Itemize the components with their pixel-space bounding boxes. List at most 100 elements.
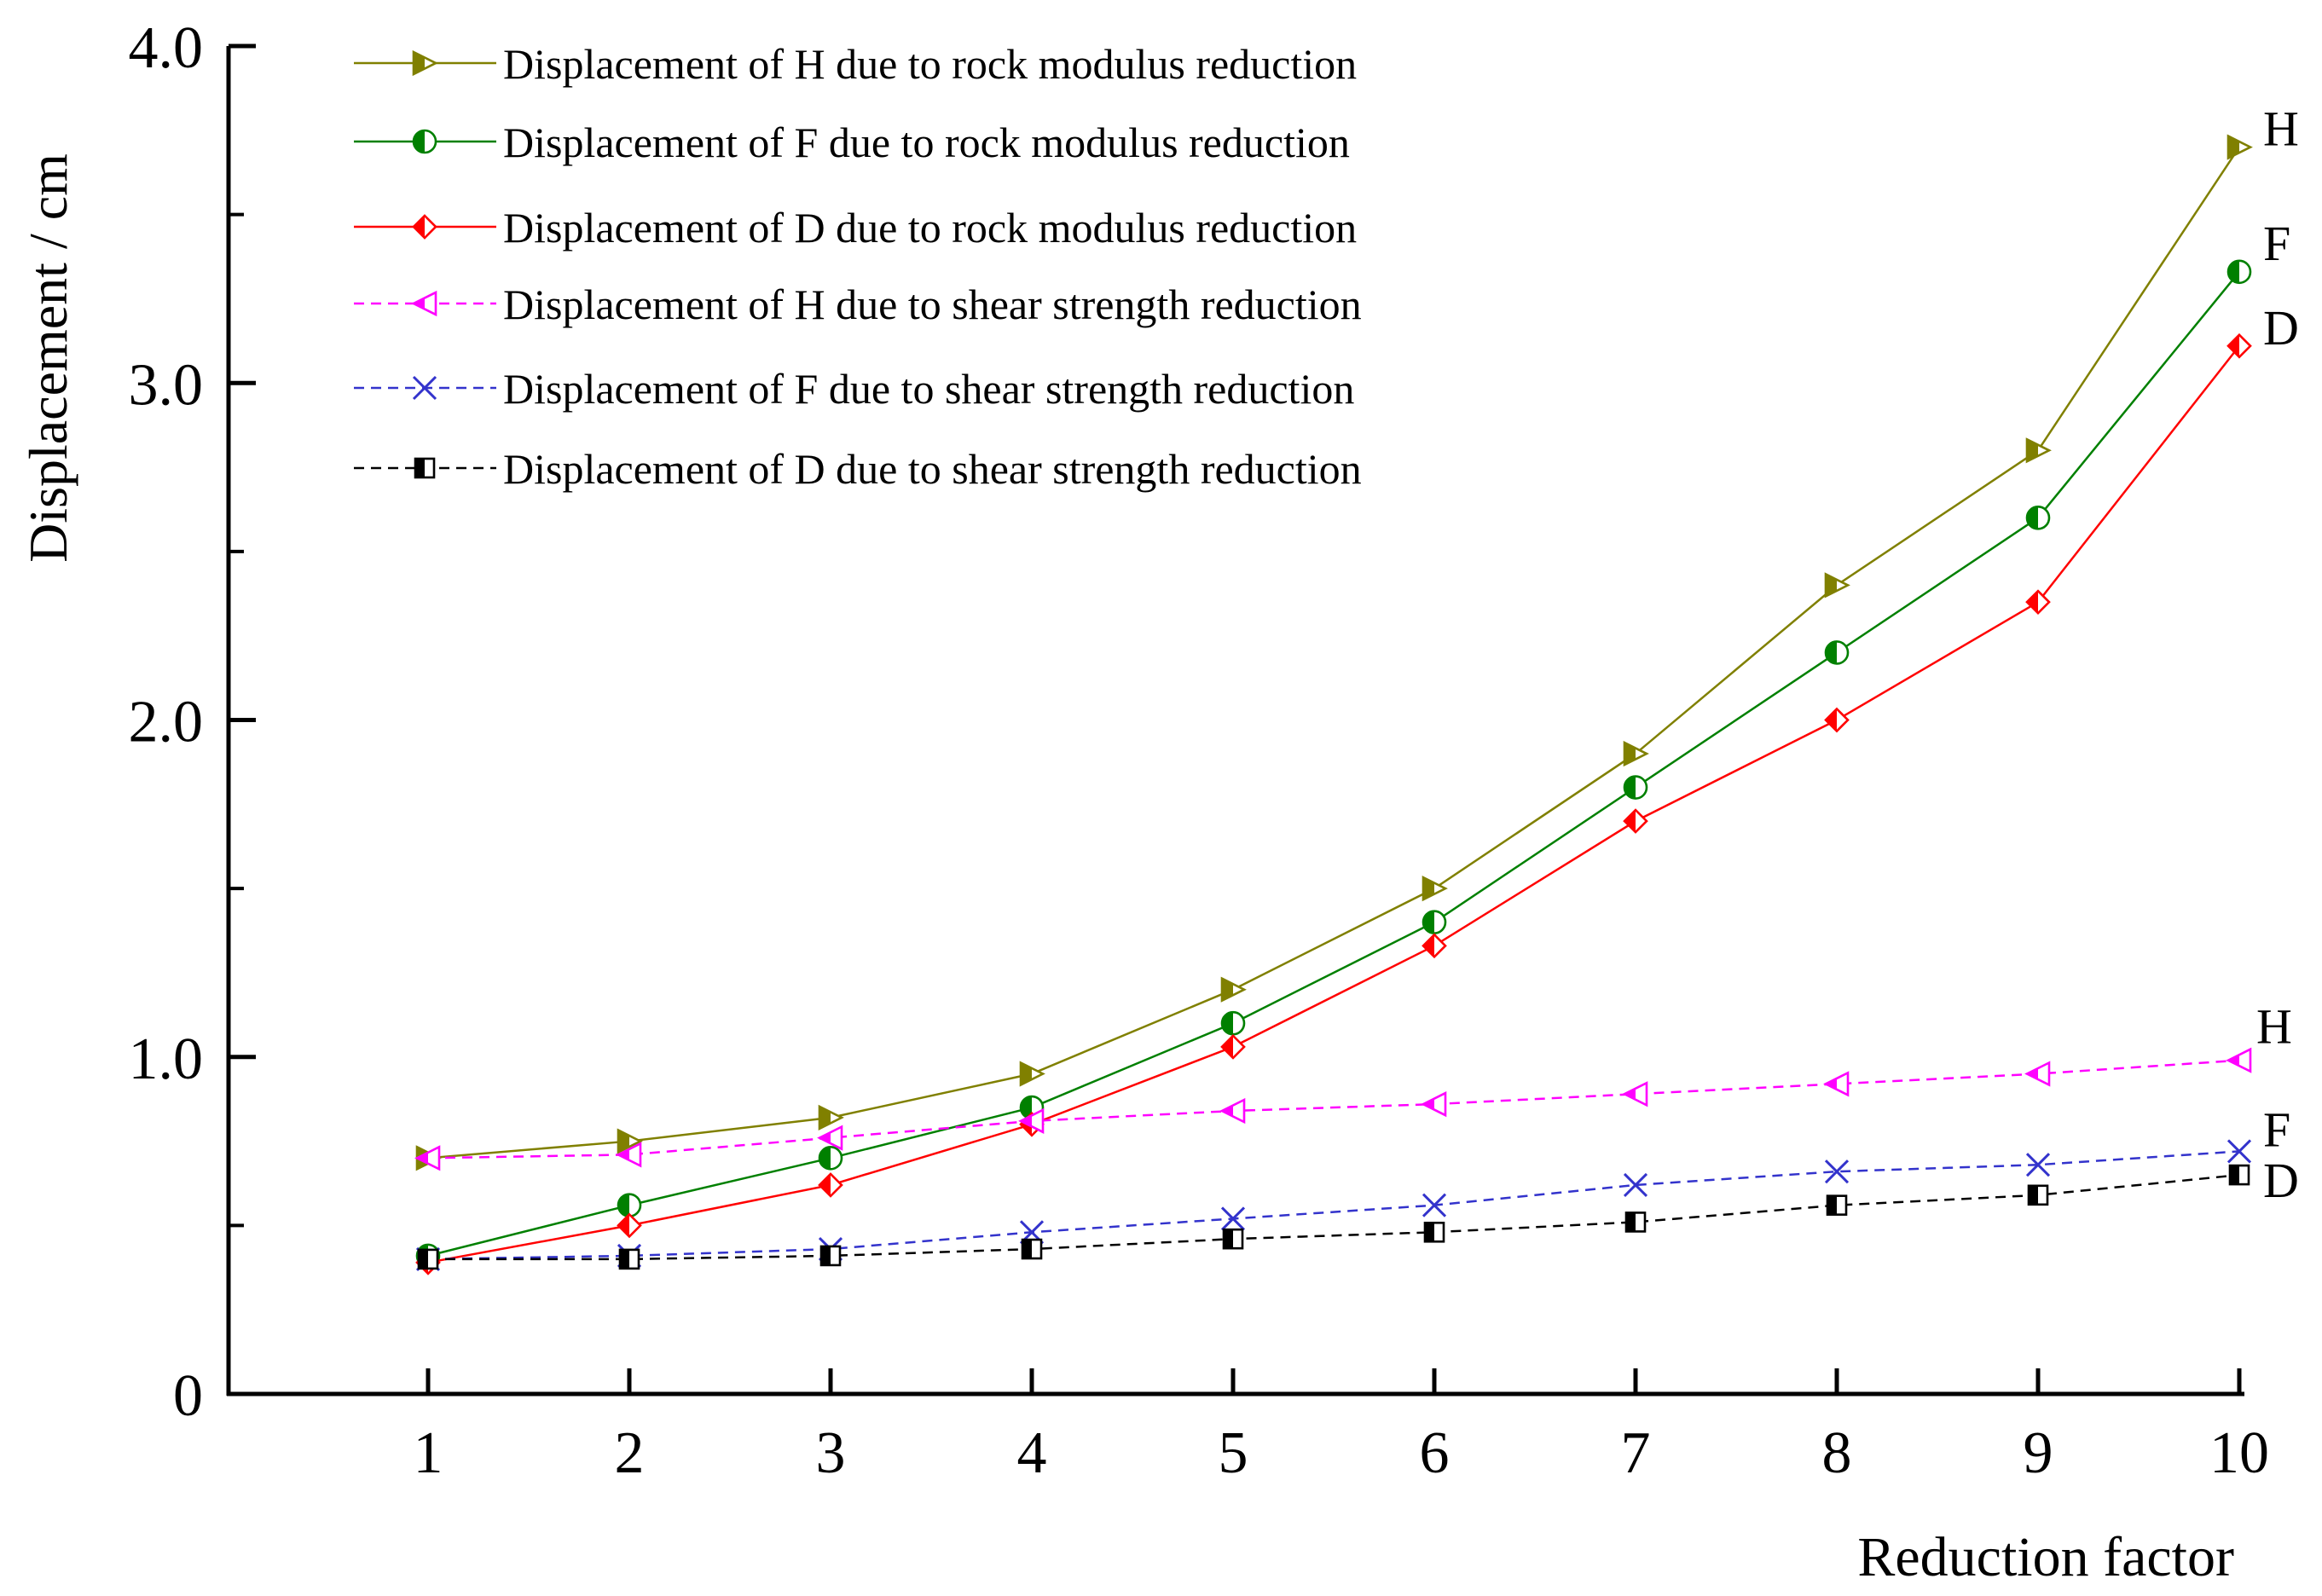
y-axis-title: Displacement / cm xyxy=(18,153,78,563)
data-point xyxy=(1824,1159,1850,1184)
data-point xyxy=(1623,775,1648,800)
legend-marker xyxy=(412,49,438,77)
series-layer xyxy=(414,134,2253,1275)
y-tick-label: 1.0 xyxy=(129,1026,204,1092)
data-point xyxy=(2228,1164,2250,1186)
data-point xyxy=(1824,572,1850,598)
series-line-2 xyxy=(427,345,2240,1264)
series-end-label-2: D xyxy=(2263,300,2299,356)
series-line-4 xyxy=(427,1150,2240,1261)
data-point xyxy=(1220,976,1247,1003)
y-ticks: 0 1.0 2.0 3.0 4.0 xyxy=(129,15,256,1429)
y-tick-label: 0 xyxy=(173,1363,203,1429)
data-point xyxy=(1623,740,1649,767)
series-5 xyxy=(417,1164,2250,1270)
data-point xyxy=(1623,1172,1648,1198)
x-ticks: 1 2 3 4 5 6 7 8 9 10 xyxy=(414,1368,2269,1486)
data-point xyxy=(618,1248,640,1270)
legend-marker xyxy=(412,129,437,154)
x-tick-label: 5 xyxy=(1219,1420,1248,1486)
data-point xyxy=(1220,1034,1246,1060)
data-point xyxy=(818,1146,843,1171)
x-tick-label: 3 xyxy=(816,1420,846,1486)
data-point xyxy=(2025,506,2051,530)
data-point xyxy=(1019,1061,1045,1087)
legend-item-0: Displacement of H due to rock modulus re… xyxy=(354,40,1357,88)
series-line-5 xyxy=(428,1173,2240,1261)
data-point xyxy=(617,1212,642,1239)
x-tick-label: 6 xyxy=(1420,1420,1450,1486)
legend-label: Displacement of F due to shear strength … xyxy=(503,365,1354,413)
data-point xyxy=(2226,259,2252,285)
legend: Displacement of H due to rock modulus re… xyxy=(354,40,1362,493)
data-point xyxy=(818,1104,844,1130)
data-point xyxy=(1824,707,1850,733)
series-line-1 xyxy=(427,271,2240,1258)
legend-marker xyxy=(414,457,436,479)
x-tick-label: 10 xyxy=(2209,1420,2269,1486)
x-tick-label: 9 xyxy=(2024,1420,2053,1486)
legend-item-3: Displacement of H due to shear strength … xyxy=(354,280,1362,328)
data-point xyxy=(1623,808,1648,834)
data-point xyxy=(1622,1081,1648,1107)
legend-item-4: Displacement of F due to shear strength … xyxy=(354,365,1354,413)
x-axis-title: Reduction factor xyxy=(1857,1526,2234,1588)
legend-label: Displacement of D due to rock modulus re… xyxy=(503,204,1357,252)
series-end-label-0: H xyxy=(2263,101,2299,157)
data-point xyxy=(2025,589,2051,616)
data-point xyxy=(1220,1206,1246,1231)
legend-label: Displacement of H due to shear strength … xyxy=(503,280,1362,328)
data-point xyxy=(1823,1071,1850,1097)
data-point xyxy=(2025,437,2052,464)
data-point xyxy=(2025,1153,2051,1177)
series-end-label-3: H xyxy=(2256,999,2292,1055)
data-point xyxy=(2024,1061,2051,1087)
data-point xyxy=(1624,1211,1647,1233)
data-point xyxy=(1422,1193,1447,1217)
legend-label: Displacement of H due to rock modulus re… xyxy=(503,40,1357,88)
legend-label: Displacement of D due to shear strength … xyxy=(503,445,1362,493)
legend-marker xyxy=(412,375,437,401)
data-point xyxy=(617,1193,642,1217)
data-point xyxy=(1021,1238,1043,1260)
data-point xyxy=(1018,1107,1045,1134)
series-4 xyxy=(415,1139,2252,1271)
data-point xyxy=(1423,1221,1445,1243)
data-point xyxy=(1826,1194,1848,1216)
series-end-label-4: F xyxy=(2263,1102,2290,1157)
legend-marker xyxy=(412,214,437,240)
series-end-label-5: D xyxy=(2263,1153,2299,1208)
legend-marker xyxy=(411,290,437,317)
data-point xyxy=(2226,1139,2252,1164)
legend-item-2: Displacement of D due to rock modulus re… xyxy=(354,204,1357,252)
y-tick-label: 2.0 xyxy=(129,690,204,755)
x-tick-label: 1 xyxy=(414,1420,443,1486)
data-point xyxy=(2226,332,2252,359)
data-point xyxy=(819,1245,842,1267)
series-0 xyxy=(415,134,2253,1171)
data-point xyxy=(1219,1097,1246,1125)
legend-item-5: Displacement of D due to shear strength … xyxy=(354,445,1362,493)
series-end-label-1: F xyxy=(2263,216,2290,271)
series-line-0 xyxy=(427,146,2241,1159)
data-point xyxy=(1422,910,1447,934)
x-tick-label: 8 xyxy=(1822,1420,1852,1486)
legend-label: Displacement of F due to rock modulus re… xyxy=(503,119,1350,166)
x-tick-label: 4 xyxy=(1017,1420,1047,1486)
data-point xyxy=(1222,1228,1244,1250)
data-point xyxy=(2226,1047,2252,1073)
data-point xyxy=(417,1248,439,1270)
data-point xyxy=(817,1125,843,1151)
series-line-3 xyxy=(427,1059,2240,1159)
data-point xyxy=(616,1142,642,1168)
series-3 xyxy=(414,1047,2252,1171)
data-point xyxy=(1422,933,1447,959)
x-tick-label: 2 xyxy=(615,1420,645,1486)
data-point xyxy=(1824,640,1850,665)
data-point xyxy=(2226,134,2253,160)
data-point xyxy=(1422,876,1448,902)
data-point xyxy=(818,1172,843,1198)
data-point xyxy=(1220,1010,1246,1036)
